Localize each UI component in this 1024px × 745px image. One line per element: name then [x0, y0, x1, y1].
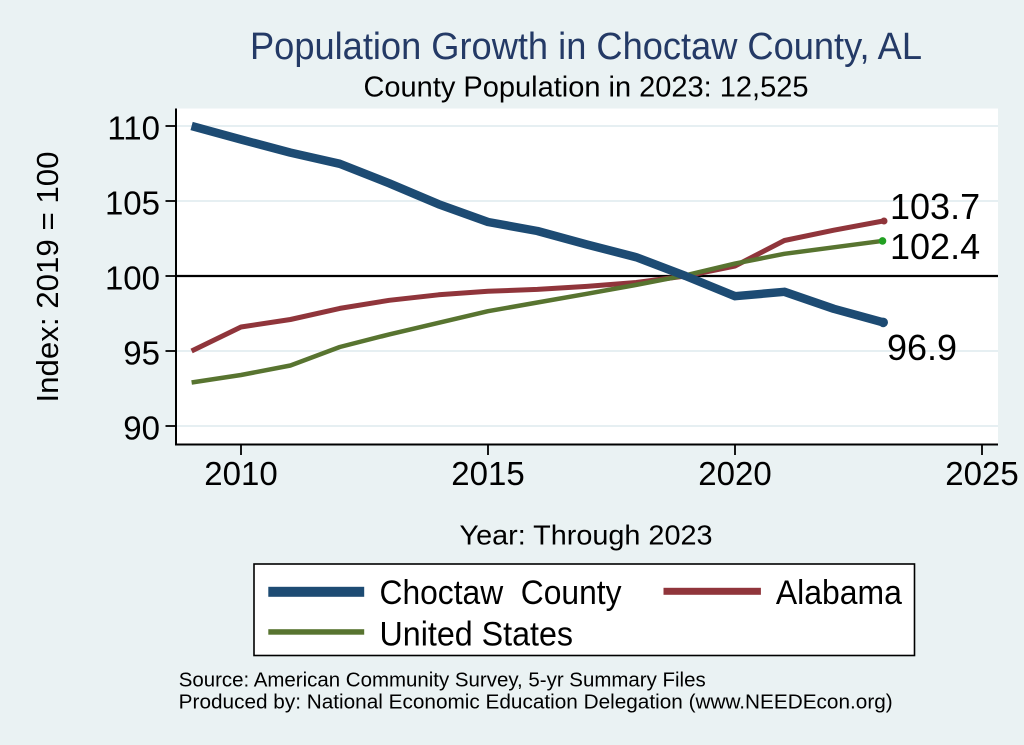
- svg-text:County Population in 2023: 12,: County Population in 2023: 12,525: [363, 72, 808, 104]
- svg-text:Produced by: National Economic: Produced by: National Economic Education…: [179, 690, 893, 713]
- svg-text:2010: 2010: [204, 455, 277, 492]
- svg-text:2020: 2020: [698, 455, 771, 492]
- svg-text:United States: United States: [380, 616, 574, 654]
- svg-text:95: 95: [123, 334, 160, 371]
- svg-text:Year: Through 2023: Year: Through 2023: [460, 520, 713, 551]
- svg-text:Alabama: Alabama: [776, 574, 903, 612]
- svg-text:Population Growth in Choctaw C: Population Growth in Choctaw County, AL: [250, 26, 922, 68]
- svg-text:110: 110: [107, 109, 160, 146]
- svg-text:Index: 2019 = 100: Index: 2019 = 100: [30, 152, 65, 403]
- svg-text:96.9: 96.9: [887, 327, 957, 368]
- svg-text:Choctaw County: Choctaw County: [380, 574, 623, 612]
- svg-text:2015: 2015: [451, 455, 524, 492]
- svg-text:2025: 2025: [945, 455, 1018, 492]
- svg-text:102.4: 102.4: [890, 226, 980, 267]
- svg-text:105: 105: [105, 184, 160, 221]
- svg-text:103.7: 103.7: [890, 186, 980, 227]
- svg-text:90: 90: [123, 409, 160, 446]
- svg-text:Source: American Community Sur: Source: American Community Survey, 5-yr …: [179, 669, 706, 692]
- svg-text:100: 100: [105, 259, 160, 296]
